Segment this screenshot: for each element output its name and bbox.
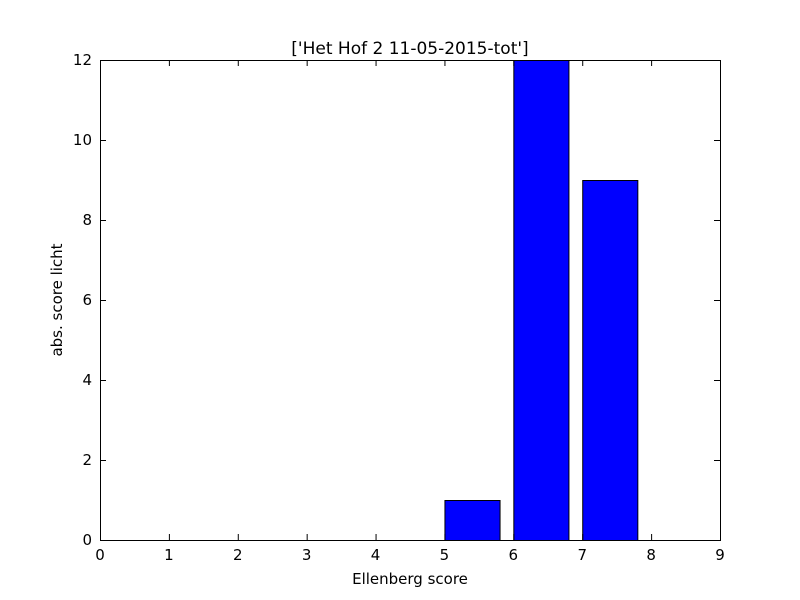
bars-layer xyxy=(444,60,639,541)
y-tick-label-8: 8 xyxy=(82,211,92,229)
x-axis-label: Ellenberg score xyxy=(352,570,468,588)
x-tick-label-4: 4 xyxy=(371,546,381,564)
x-tick-label-8: 8 xyxy=(646,546,656,564)
x-tick-label-1: 1 xyxy=(164,546,174,564)
y-tick-label-2: 2 xyxy=(82,451,92,469)
y-tick-label-10: 10 xyxy=(73,131,92,149)
y-tick-label-0: 0 xyxy=(82,531,92,549)
chart-title: ['Het Hof 2 11-05-2015-tot'] xyxy=(291,39,528,59)
plot-frame xyxy=(100,60,721,541)
bar-5 xyxy=(444,500,501,541)
x-tick-label-2: 2 xyxy=(233,546,243,564)
x-tick-label-9: 9 xyxy=(715,546,725,564)
bar-6 xyxy=(513,60,570,541)
x-tick-label-0: 0 xyxy=(95,546,105,564)
y-tick-label-4: 4 xyxy=(82,371,92,389)
bar-7 xyxy=(582,180,639,541)
x-tick-label-7: 7 xyxy=(577,546,587,564)
x-tick-label-6: 6 xyxy=(509,546,519,564)
y-axis-label: abs. score licht xyxy=(48,243,66,356)
x-tick-label-3: 3 xyxy=(302,546,312,564)
y-tick-label-12: 12 xyxy=(73,51,92,69)
y-tick-label-6: 6 xyxy=(82,291,92,309)
x-tick-label-5: 5 xyxy=(440,546,450,564)
